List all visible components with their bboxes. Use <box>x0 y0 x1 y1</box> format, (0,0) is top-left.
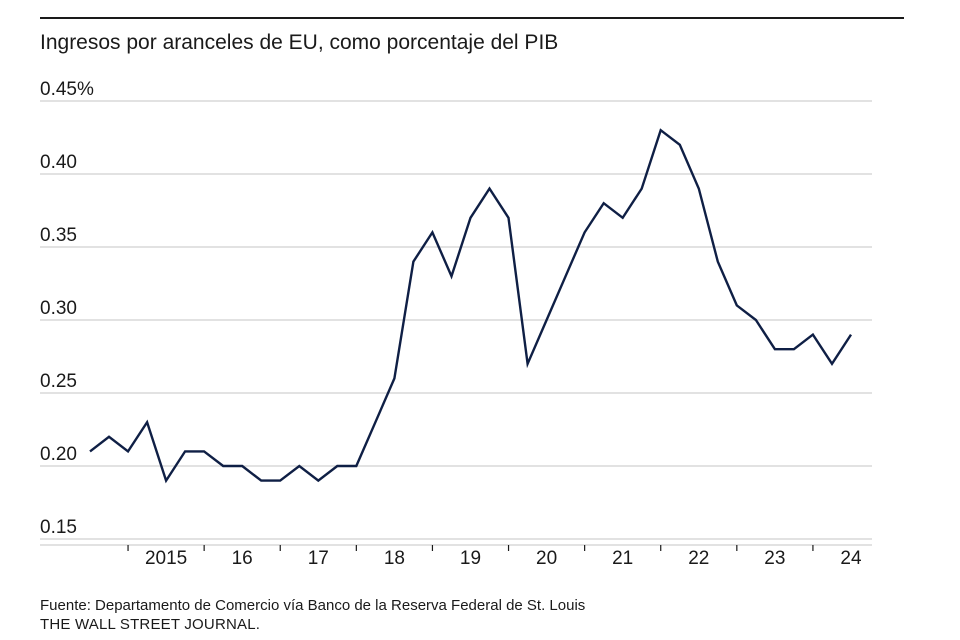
x-tick-label: 21 <box>612 548 633 569</box>
publisher-credit: THE WALL STREET JOURNAL. <box>40 616 261 633</box>
x-tick-label: 16 <box>232 548 253 569</box>
x-tick-label: 19 <box>460 548 481 569</box>
chart-title: Ingresos por aranceles de EU, como porce… <box>40 31 559 54</box>
y-tick-label: 0.15 <box>40 517 77 538</box>
y-tick-label: 0.45% <box>40 79 94 100</box>
y-tick-label: 0.35 <box>40 225 77 246</box>
top-rule <box>40 17 904 19</box>
y-tick-label: 0.30 <box>40 298 77 319</box>
source-note: Fuente: Departamento de Comercio vía Ban… <box>40 597 586 614</box>
x-axis: 2015 16 17 18 19 20 21 22 23 24 <box>127 545 862 569</box>
x-tick-label: 24 <box>840 548 862 569</box>
x-tick-label: 20 <box>536 548 557 569</box>
y-tick-label: 0.20 <box>40 444 77 465</box>
y-tick-label: 0.25 <box>40 371 77 392</box>
series-points <box>89 130 851 481</box>
x-tick-label: 17 <box>308 548 329 569</box>
x-tick-label: 23 <box>764 548 785 569</box>
y-tick-labels: 0.45% 0.40 0.35 0.30 0.25 0.20 0.15 <box>40 79 94 538</box>
y-gridlines <box>40 100 872 540</box>
x-tick-label: 22 <box>688 548 709 569</box>
x-tick-label: 18 <box>384 548 405 569</box>
y-tick-label: 0.40 <box>40 152 77 173</box>
x-tick-label: 2015 <box>145 548 187 569</box>
series-line <box>89 128 853 484</box>
